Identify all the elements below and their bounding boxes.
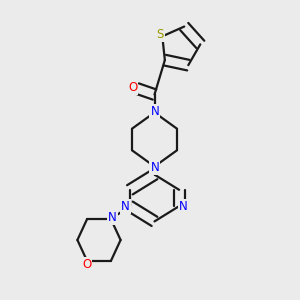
Text: O: O bbox=[82, 258, 91, 271]
Text: N: N bbox=[108, 211, 117, 224]
Text: O: O bbox=[128, 81, 137, 94]
Text: S: S bbox=[156, 28, 164, 41]
Text: N: N bbox=[179, 200, 188, 213]
Text: N: N bbox=[150, 105, 159, 119]
Text: N: N bbox=[121, 200, 130, 213]
Text: N: N bbox=[150, 160, 159, 174]
